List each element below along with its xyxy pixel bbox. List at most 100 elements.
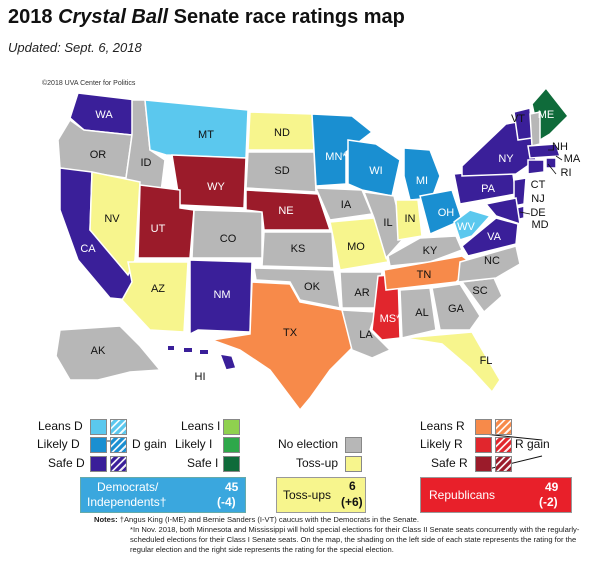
label-tx: TX bbox=[283, 327, 298, 339]
rep-total-label: Republicans bbox=[429, 488, 496, 502]
swatch-likely-i bbox=[223, 437, 240, 453]
label-ks: KS bbox=[291, 243, 306, 255]
state-md[interactable] bbox=[484, 197, 521, 226]
state-fl[interactable] bbox=[403, 331, 501, 394]
label-nd: ND bbox=[274, 127, 290, 139]
state-mo[interactable] bbox=[329, 217, 389, 271]
label-vt: VT bbox=[511, 113, 525, 125]
legend-safe-i-label: Safe I bbox=[187, 456, 219, 470]
legend-leans-i-label: Leans I bbox=[181, 419, 221, 433]
state-hi[interactable] bbox=[218, 353, 237, 371]
toss-total-change: (+6) bbox=[341, 495, 363, 509]
label-al: AL bbox=[415, 307, 428, 319]
swatch-leans-i bbox=[223, 419, 240, 435]
dem-total-change: (-4) bbox=[217, 495, 236, 509]
legend-no-election-label: No election bbox=[278, 437, 339, 451]
page-title: 2018 Crystal Ball Senate race ratings ma… bbox=[8, 6, 405, 28]
legend-safe-d-label: Safe D bbox=[48, 456, 85, 470]
dem-total-box: Democrats/ Independents† 45 (-4) bbox=[80, 477, 246, 513]
label-fl: FL bbox=[480, 355, 493, 367]
state-ga[interactable] bbox=[431, 283, 481, 331]
label-ne: NE bbox=[278, 205, 293, 217]
label-md: MD bbox=[531, 219, 548, 231]
label-mo: MO bbox=[347, 241, 365, 253]
state-ok[interactable] bbox=[253, 267, 341, 309]
label-il: IL bbox=[383, 217, 392, 229]
label-nh: NH bbox=[552, 141, 568, 153]
toss-total-label: Toss-ups bbox=[283, 488, 332, 502]
legend-line-r-bottom bbox=[483, 455, 543, 471]
notes-line-2: *In Nov. 2018, both Minnesota and Missis… bbox=[130, 524, 580, 554]
state-wv[interactable] bbox=[453, 209, 492, 241]
label-hi: HI bbox=[195, 371, 206, 383]
label-la: LA bbox=[359, 329, 373, 341]
swatch-toss-up bbox=[345, 456, 362, 472]
legend-likely-r-label: Likely R bbox=[420, 437, 463, 451]
label-me: ME bbox=[538, 109, 555, 121]
label-id: ID bbox=[141, 157, 152, 169]
swatch-safe-r-gain bbox=[495, 456, 512, 472]
toss-total-count: 6 bbox=[349, 479, 356, 493]
state-va[interactable] bbox=[461, 217, 519, 257]
label-sd: SD bbox=[274, 165, 289, 177]
state-ma[interactable] bbox=[527, 143, 562, 159]
label-wi: WI bbox=[369, 165, 382, 177]
legend-likely-d-label: Likely D bbox=[37, 437, 80, 451]
notes-line-1: †Angus King (I-ME) and Bernie Sanders (I… bbox=[119, 515, 420, 524]
rep-total-box: Republicans 49 (-2) bbox=[420, 477, 572, 513]
state-hi-islet-1 bbox=[168, 346, 174, 350]
label-nm: NM bbox=[213, 289, 230, 301]
state-nc[interactable] bbox=[457, 245, 521, 283]
label-ri: RI bbox=[561, 167, 572, 179]
swatch-leans-d-gain bbox=[110, 419, 127, 435]
state-mi[interactable] bbox=[403, 147, 441, 201]
label-co: CO bbox=[220, 233, 237, 245]
label-wv: WV bbox=[457, 221, 475, 233]
label-va: VA bbox=[487, 231, 502, 243]
state-in[interactable] bbox=[395, 199, 423, 241]
state-nj[interactable] bbox=[513, 177, 527, 207]
legend-r-gain-label: R gain bbox=[515, 437, 550, 451]
state-ak[interactable] bbox=[55, 325, 162, 381]
swatch-safe-i bbox=[223, 456, 240, 472]
state-il[interactable] bbox=[362, 191, 405, 260]
state-mt[interactable] bbox=[144, 99, 249, 159]
label-wy: WY bbox=[207, 181, 225, 193]
legend-leans-d-label: Leans D bbox=[38, 419, 83, 433]
state-nm[interactable] bbox=[189, 259, 253, 336]
toss-total-box: Toss-ups 6 (+6) bbox=[276, 477, 366, 513]
label-ms: MS* bbox=[380, 313, 402, 325]
label-mi: MI bbox=[416, 175, 428, 187]
state-ct[interactable] bbox=[527, 159, 545, 175]
label-nv: NV bbox=[104, 213, 120, 225]
state-ks[interactable] bbox=[261, 231, 335, 269]
state-ky[interactable] bbox=[387, 235, 463, 267]
label-tn: TN bbox=[417, 269, 432, 281]
state-mn[interactable] bbox=[311, 113, 374, 187]
state-al[interactable] bbox=[399, 287, 437, 339]
swatch-safe-r bbox=[475, 456, 492, 472]
state-nh[interactable] bbox=[529, 111, 541, 147]
label-mn: MN* bbox=[325, 151, 347, 163]
state-tx[interactable] bbox=[211, 281, 353, 412]
state-az[interactable] bbox=[121, 261, 189, 333]
legend-safe-r-label: Safe R bbox=[431, 456, 468, 470]
copyright: ©2018 UVA Center for Politics bbox=[42, 80, 136, 87]
label-ut: UT bbox=[151, 223, 166, 235]
label-ga: GA bbox=[448, 303, 465, 315]
label-ct: CT bbox=[531, 179, 546, 191]
legend-d-gain-label: D gain bbox=[132, 437, 167, 451]
label-pa: PA bbox=[481, 183, 496, 195]
legend-line-r-top bbox=[483, 433, 543, 441]
dem-total-label-1: Democrats/ bbox=[97, 480, 159, 494]
swatch-leans-r-gain bbox=[495, 419, 512, 435]
state-wy[interactable] bbox=[171, 154, 247, 209]
state-ri[interactable] bbox=[545, 157, 557, 169]
state-hi-islet-3 bbox=[200, 350, 208, 354]
dem-total-label-2: Independents† bbox=[87, 495, 167, 509]
state-sd[interactable] bbox=[245, 151, 317, 193]
leader-de bbox=[519, 211, 531, 215]
swatch-leans-d bbox=[90, 419, 107, 435]
swatch-safe-d bbox=[90, 456, 107, 472]
